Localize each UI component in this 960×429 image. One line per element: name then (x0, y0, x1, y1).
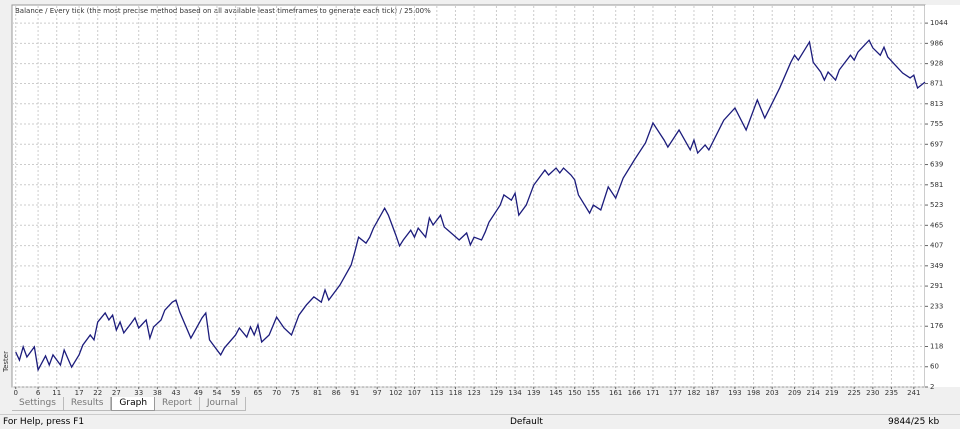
y-tick-label: 2 (930, 383, 934, 391)
status-bar: For Help, press F1 Default 9844/25 kb (0, 414, 960, 429)
tab[interactable]: Results (63, 397, 112, 411)
x-tick-label: 75 (291, 389, 300, 396)
x-tick-label: 49 (194, 389, 203, 396)
y-tick-label: 291 (930, 282, 943, 290)
x-tick-label: 129 (490, 389, 503, 396)
y-tick-label: 233 (930, 302, 943, 310)
x-tick-label: 107 (408, 389, 421, 396)
tab-bar: Settings Results Graph Report Journal (12, 397, 247, 411)
x-tick-label: 203 (766, 389, 779, 396)
x-tick-label: 182 (687, 389, 700, 396)
x-tick-label: 113 (430, 389, 443, 396)
y-tick-label: 465 (930, 221, 943, 229)
x-tick-label: 11 (52, 389, 61, 396)
tab[interactable]: Settings (12, 397, 64, 411)
x-tick-label: 235 (885, 389, 898, 396)
x-tick-label: 70 (272, 389, 281, 396)
x-tick-label: 123 (467, 389, 480, 396)
x-tick-label: 86 (332, 389, 341, 396)
x-tick-label: 166 (628, 389, 642, 396)
x-tick-label: 209 (788, 389, 801, 396)
x-tick-label: 97 (373, 389, 382, 396)
status-memory: 9844/25 kb (888, 417, 940, 427)
side-label: Tester (2, 351, 10, 373)
y-tick-label: 349 (930, 262, 943, 270)
x-tick-label: 193 (728, 389, 741, 396)
x-tick-label: 0 (13, 389, 17, 396)
tab[interactable]: Report (155, 397, 200, 411)
x-tick-label: 91 (350, 389, 359, 396)
y-tick-label: 928 (930, 60, 943, 68)
x-tick-label: 198 (747, 389, 760, 396)
axis-area (925, 5, 960, 387)
x-tick-label: 139 (527, 389, 540, 396)
y-tick-label: 871 (930, 80, 943, 88)
y-tick-label: 697 (930, 140, 943, 148)
x-tick-label: 27 (112, 389, 121, 396)
x-tick-label: 81 (313, 389, 322, 396)
x-tick-label: 177 (669, 389, 682, 396)
y-tick-label: 986 (930, 39, 944, 47)
x-tick-label: 33 (134, 389, 143, 396)
y-tick-label: 407 (930, 242, 943, 250)
x-tick-label: 43 (172, 389, 181, 396)
x-tick-label: 230 (866, 389, 879, 396)
y-tick-label: 118 (930, 342, 943, 350)
x-tick-label: 150 (568, 389, 581, 396)
x-tick-label: 214 (807, 389, 821, 396)
x-tick-label: 118 (449, 389, 462, 396)
x-tick-label: 6 (36, 389, 41, 396)
x-tick-label: 102 (389, 389, 402, 396)
tab[interactable]: Graph (111, 397, 156, 411)
x-tick-label: 59 (231, 389, 240, 396)
x-tick-label: 54 (212, 389, 221, 396)
x-tick-label: 241 (907, 389, 920, 396)
y-tick-label: 1044 (930, 19, 948, 27)
y-tick-label: 60 (930, 363, 939, 371)
x-tick-label: 38 (153, 389, 162, 396)
x-tick-label: 155 (587, 389, 600, 396)
x-tick-label: 134 (508, 389, 522, 396)
x-tick-label: 22 (93, 389, 102, 396)
x-tick-label: 219 (825, 389, 838, 396)
chart-title: Balance / Every tick (the most precise m… (15, 7, 431, 15)
x-tick-label: 145 (549, 389, 562, 396)
x-tick-label: 171 (646, 389, 659, 396)
x-tick-label: 187 (706, 389, 719, 396)
x-tick-label: 65 (253, 389, 262, 396)
plot-area (11, 4, 926, 388)
x-tick-label: 17 (75, 389, 84, 396)
y-tick-label: 176 (930, 322, 944, 330)
chart: Balance / Every tick (the most precise m… (2, 4, 960, 396)
status-profile: Default (510, 417, 543, 427)
y-tick-label: 581 (930, 181, 943, 189)
y-tick-label: 523 (930, 201, 943, 209)
x-tick-label: 225 (848, 389, 861, 396)
x-tick-label: 161 (609, 389, 622, 396)
tab[interactable]: Journal (199, 397, 247, 411)
y-tick-label: 639 (930, 161, 943, 169)
balance-line (15, 39, 926, 372)
y-tick-label: 813 (930, 100, 943, 108)
y-tick-label: 755 (930, 120, 943, 128)
status-help: For Help, press F1 (3, 417, 85, 427)
